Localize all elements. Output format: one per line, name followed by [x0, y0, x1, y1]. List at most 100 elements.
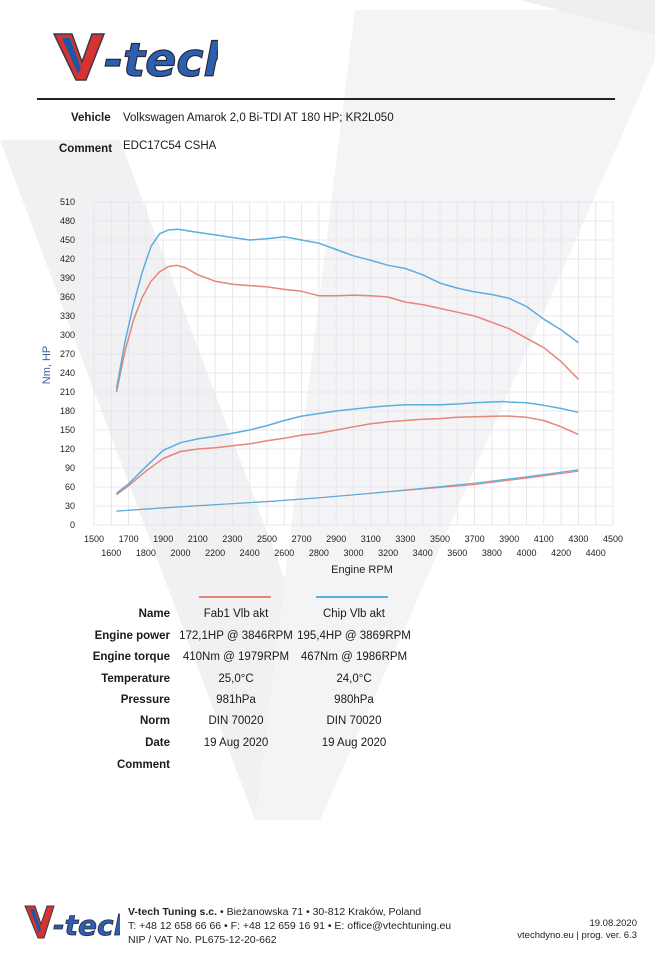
svg-text:-tech: -tech: [53, 909, 120, 942]
footer-program: vtechdyno.eu | prog. ver. 6.3: [517, 930, 637, 941]
x-tick-label-upper: 4500: [603, 534, 623, 544]
y-tick-label: 0: [70, 520, 75, 530]
header-divider: [37, 98, 615, 100]
legend-swatch-fab1: [199, 596, 271, 598]
x-tick-label-lower: 1800: [136, 548, 156, 558]
x-tick-label-upper: 4100: [534, 534, 554, 544]
results-row-value-chip: 19 Aug 2020: [321, 737, 387, 749]
x-tick-label-upper: 3700: [465, 534, 485, 544]
x-tick-labels: 1500 1700 1900 2100 2300 2500 2700 2900 3100 3300…: [84, 534, 623, 558]
y-tick-label: 240: [60, 368, 75, 378]
y-tick-label: 390: [60, 273, 75, 283]
series-line-power-fab1: [116, 415, 579, 496]
footer-company: V-tech Tuning s.c. • Bieżanowska 71 • 30…: [128, 906, 421, 918]
results-row-value-chip: Chip Vlb akt: [322, 608, 385, 620]
x-tick-label-lower: 2000: [170, 548, 190, 558]
x-tick-label-lower: 4000: [516, 548, 536, 558]
x-tick-label-upper: 2900: [326, 534, 346, 544]
y-tick-label: 420: [60, 254, 75, 264]
vtech-logo-top: -tech: [52, 32, 218, 86]
x-tick-label-upper: 3100: [361, 534, 381, 544]
y-tick-label: 360: [60, 292, 75, 302]
comment-label: Comment: [59, 143, 113, 155]
results-row-value-chip: 467Nm @ 1986RPM: [300, 651, 408, 663]
x-tick-label-upper: 3900: [499, 534, 519, 544]
x-tick-label-lower: 4400: [586, 548, 606, 558]
results-row-value-fab1: 981hPa: [216, 694, 256, 706]
x-tick-label-lower: 4200: [551, 548, 571, 558]
y-tick-label: 30: [65, 501, 75, 511]
results-row-value-fab1: 172,1HP @ 3846RPM: [179, 630, 293, 642]
series-line-torque-chip: [115, 228, 579, 389]
x-tick-label-lower: 3600: [447, 548, 467, 558]
x-tick-label-lower: 3200: [378, 548, 398, 558]
results-row-label: Engine torque: [92, 651, 170, 663]
x-tick-label-upper: 2700: [292, 534, 312, 544]
results-row-label: Norm: [139, 715, 170, 727]
y-axis-label: Nm, HP: [41, 346, 53, 385]
y-tick-label: 300: [60, 330, 75, 340]
y-tick-labels: 0 30 60 90 120 150 180 210 240 270 300 330 360 390 420…: [60, 197, 75, 530]
legend-swatch-chip: [316, 596, 388, 598]
y-tick-label: 60: [65, 482, 75, 492]
x-tick-label-upper: 4300: [568, 534, 588, 544]
x-tick-label-upper: 1700: [119, 534, 139, 544]
footer-contact: T: +48 12 658 66 66 • F: +48 12 659 16 9…: [128, 920, 452, 932]
x-tick-label-upper: 1900: [153, 534, 173, 544]
results-row-label: Date: [145, 737, 170, 749]
results-row-value-chip: 24,0°C: [336, 673, 372, 685]
results-row-value-chip: 980hPa: [334, 694, 374, 706]
y-tick-label: 450: [60, 235, 75, 245]
y-tick-label: 180: [60, 406, 75, 416]
footer-company-name: V-tech Tuning s.c.: [128, 906, 218, 918]
y-tick-label: 90: [65, 463, 75, 473]
x-tick-label-upper: 2300: [222, 534, 242, 544]
x-tick-label-lower: 2600: [274, 548, 294, 558]
x-tick-label-lower: 1600: [101, 548, 121, 558]
results-row-value-fab1: Fab1 Vlb akt: [203, 608, 269, 620]
results-row-value-chip: DIN 70020: [326, 715, 382, 727]
y-tick-label: 120: [60, 444, 75, 454]
x-tick-label-lower: 2200: [205, 548, 225, 558]
x-tick-label-upper: 2100: [188, 534, 208, 544]
y-tick-label: 150: [60, 425, 75, 435]
x-tick-label-upper: 1500: [84, 534, 104, 544]
dyno-chart: 0 30 60 90 120 150 180 210 240 270 300 330 360 390 420…: [41, 197, 623, 576]
footer-nip: NIP / VAT No. PL675-12-20-662: [128, 934, 277, 946]
vtech-logo-bottom: -tech: [24, 905, 120, 942]
footer-address: • Bieżanowska 71 • 30-812 Kraków, Poland: [217, 906, 422, 918]
x-tick-label-upper: 3300: [395, 534, 415, 544]
results-row-value-fab1: 410Nm @ 1979RPM: [182, 651, 290, 663]
y-tick-label: 330: [60, 311, 75, 321]
series-line-torque-fab1: [115, 264, 579, 393]
series-line-loss-chip: [116, 469, 579, 512]
results-row-label: Temperature: [101, 673, 170, 685]
y-tick-label: 270: [60, 349, 75, 359]
chart-series: [115, 228, 579, 512]
results-row-label: Pressure: [120, 694, 170, 706]
y-tick-label: 480: [60, 216, 75, 226]
x-tick-label-lower: 2800: [309, 548, 329, 558]
x-tick-label-upper: 3500: [430, 534, 450, 544]
x-axis-label: Engine RPM: [331, 564, 393, 576]
comment-value: EDC17C54 CSHA: [123, 140, 217, 152]
footer-date: 19.08.2020: [589, 918, 637, 929]
x-tick-label-upper: 2500: [257, 534, 277, 544]
results-row-label: Engine power: [94, 630, 170, 642]
results-row-value-chip: 195,4HP @ 3869RPM: [297, 630, 411, 642]
results-row-label: Name: [138, 608, 170, 620]
x-tick-label-lower: 3800: [482, 548, 502, 558]
vehicle-label: Vehicle: [71, 112, 111, 124]
vehicle-value: Volkswagen Amarok 2,0 Bi-TDI AT 180 HP; …: [123, 112, 394, 124]
y-tick-label: 210: [60, 387, 75, 397]
results-row-label: Comment: [116, 759, 170, 771]
x-tick-label-lower: 3000: [343, 548, 363, 558]
x-tick-label-lower: 2400: [240, 548, 260, 558]
results-row-value-fab1: 19 Aug 2020: [203, 737, 269, 749]
results-row-value-fab1: 25,0°C: [218, 673, 254, 685]
x-tick-label-lower: 3400: [413, 548, 433, 558]
results-row-value-fab1: DIN 70020: [208, 715, 264, 727]
svg-text:-tech: -tech: [104, 33, 218, 86]
y-tick-label: 510: [60, 197, 75, 207]
series-line-power-chip: [116, 400, 579, 494]
